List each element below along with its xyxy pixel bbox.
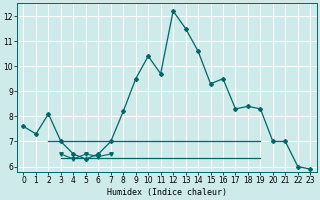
X-axis label: Humidex (Indice chaleur): Humidex (Indice chaleur) — [107, 188, 227, 197]
